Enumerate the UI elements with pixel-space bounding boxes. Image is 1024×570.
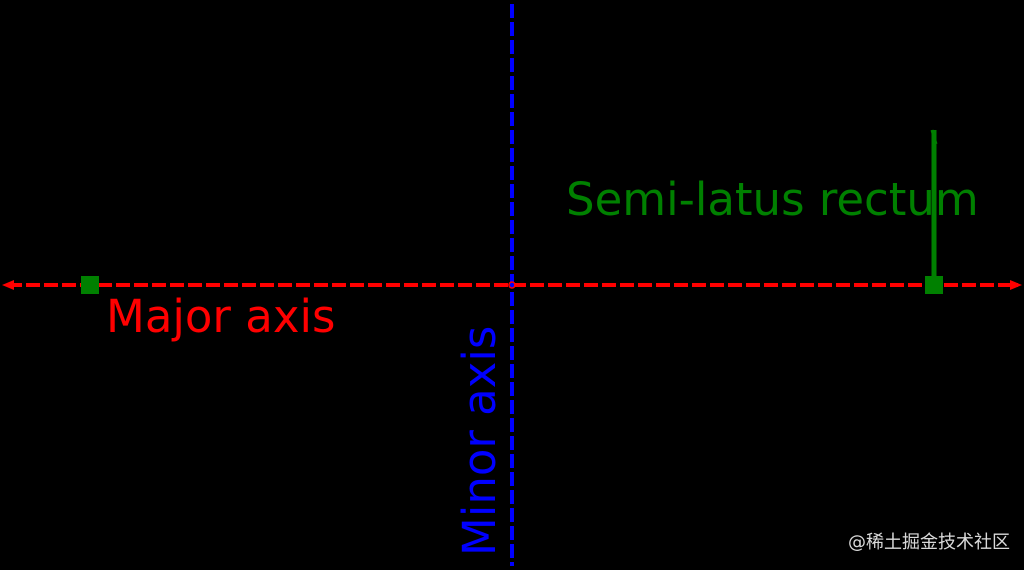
semi-latus-rectum-label: Semi-latus rectum <box>566 173 979 226</box>
major-axis-label: Major axis <box>106 290 335 343</box>
semi-latus-rectum-tip <box>930 129 938 145</box>
minor-axis-label: Minor axis <box>453 326 506 556</box>
major-axis-left-arrow <box>2 280 14 290</box>
watermark: @稀土掘金技术社区 <box>848 532 1010 553</box>
major-axis-right-arrow <box>1010 280 1022 290</box>
left-focus-marker <box>81 276 99 294</box>
right-focus-marker <box>925 276 943 294</box>
center-marker <box>508 281 516 289</box>
